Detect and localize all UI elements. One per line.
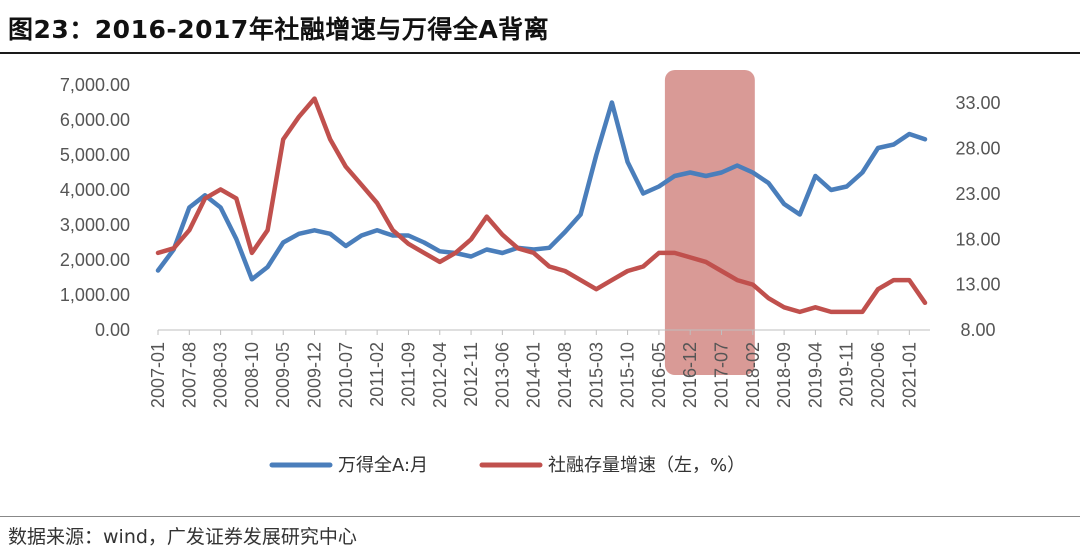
y-right-axis: 8.00 13.00 18.00 23.00 28.00 33.00 (955, 93, 1000, 340)
y-left-tick-label: 0.00 (95, 320, 130, 340)
x-tick-label: 2015-03 (586, 342, 606, 408)
y-left-tick-label: 4,000.00 (60, 180, 130, 200)
series-layer (155, 96, 928, 315)
x-tick-label: 2007-08 (179, 342, 199, 408)
y-left-tick-label: 2,000.00 (60, 250, 130, 270)
x-tick-label: 2011-02 (367, 342, 387, 407)
highlight-band (664, 70, 755, 375)
x-tick-label: 2019-11 (837, 342, 857, 407)
title-bar: 图23：2016-2017年社融增速与万得全A背离 (0, 0, 1080, 56)
x-tick-label: 2017-07 (712, 342, 732, 408)
series-line-tsf-growth (155, 96, 928, 315)
x-axis: 2007-01 2007-08 2008-03 2008-10 2009-05 2009-… (148, 330, 919, 408)
y-left-axis: 0.00 1,000.00 2,000.00 3,000.00 4,000.00 5,00… (60, 75, 130, 340)
x-tick-label: 2009-12 (305, 342, 325, 408)
x-tick-label: 2007-01 (148, 342, 168, 408)
y-right-tick-label: 23.00 (955, 184, 1000, 204)
page-title: 图23：2016-2017年社融增速与万得全A背离 (8, 15, 550, 44)
x-tick-label: 2016-12 (680, 342, 700, 408)
y-right-tick-label: 18.00 (955, 229, 1000, 249)
title-divider (0, 52, 1080, 54)
x-tick-label: 2014-08 (555, 342, 575, 408)
line-chart: 0.00 1,000.00 2,000.00 3,000.00 4,000.00 5,00… (60, 70, 1001, 476)
x-tick-label: 2018-09 (774, 342, 794, 408)
y-left-tick-label: 5,000.00 (60, 145, 130, 165)
y-left-tick-label: 1,000.00 (60, 285, 130, 305)
x-tick-label: 2021-01 (899, 342, 919, 408)
footer-divider (0, 516, 1080, 517)
y-right-tick-label: 28.00 (955, 139, 1000, 159)
y-left-tick-label: 3,000.00 (60, 215, 130, 235)
legend-label: 社融存量增速（左，%） (548, 455, 745, 476)
x-tick-label: 2014-01 (524, 342, 544, 408)
x-tick-label: 2012-04 (430, 342, 450, 408)
x-tick-label: 2010-07 (336, 342, 356, 408)
y-right-tick-label: 13.00 (955, 275, 1000, 295)
y-right-tick-label: 33.00 (955, 93, 1000, 113)
y-left-tick-label: 7,000.00 (60, 75, 130, 95)
y-right-tick-label: 8.00 (960, 320, 995, 340)
x-tick-label: 2020-06 (868, 342, 888, 408)
x-tick-label: 2013-06 (492, 342, 512, 408)
x-tick-label: 2009-05 (273, 342, 293, 408)
x-tick-label: 2019-04 (805, 342, 825, 408)
x-tick-label: 2016-05 (649, 342, 669, 408)
series-line-wind-a (155, 100, 928, 282)
x-tick-label: 2008-10 (242, 342, 262, 408)
legend-label: 万得全A:月 (338, 455, 428, 476)
legend: 万得全A:月 社融存量增速（左，%） (269, 455, 745, 476)
x-tick-label: 2015-10 (618, 342, 638, 408)
y-left-tick-label: 6,000.00 (60, 110, 130, 130)
x-tick-label: 2018-02 (743, 342, 763, 408)
source-note: 数据来源：wind，广发证券发展研究中心 (8, 526, 357, 548)
x-tick-label: 2012-11 (461, 342, 481, 407)
x-tick-label: 2011-09 (398, 342, 418, 407)
x-tick-label: 2008-03 (211, 342, 231, 408)
